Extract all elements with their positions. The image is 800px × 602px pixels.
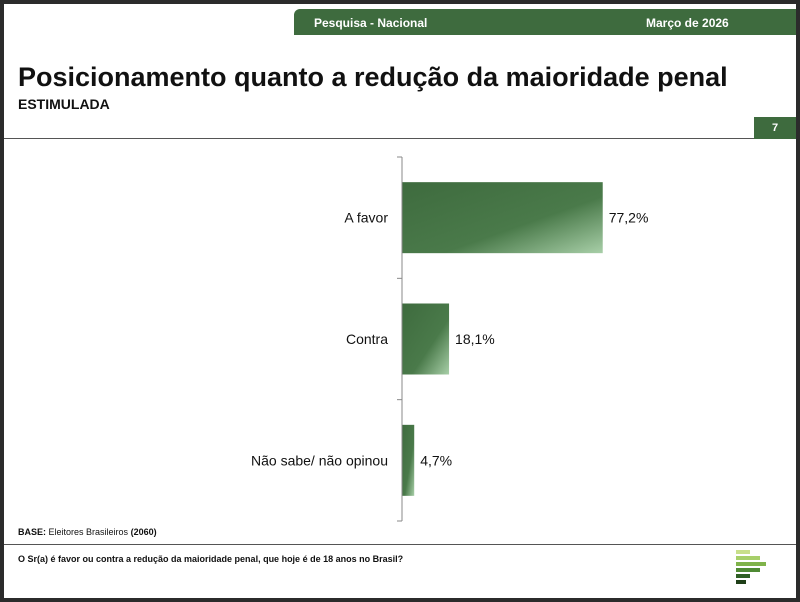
- survey-name: Pesquisa - Nacional: [314, 16, 428, 30]
- base-count: (2060): [130, 527, 157, 537]
- bar: [402, 424, 415, 496]
- pollster-logo-icon: [736, 550, 766, 584]
- category-label: Não sabe/ não opinou: [251, 452, 388, 468]
- bar: [402, 182, 603, 254]
- category-label: Contra: [346, 331, 388, 347]
- value-label: 77,2%: [609, 210, 649, 226]
- value-label: 4,7%: [420, 452, 452, 468]
- base-text: Eleitores Brasileiros: [48, 527, 129, 537]
- bar: [402, 303, 450, 375]
- title-divider: [4, 138, 796, 139]
- category-label: A favor: [344, 210, 388, 226]
- survey-date: Março de 2026: [646, 16, 729, 30]
- base-note: BASE: Eleitores Brasileiros (2060): [18, 527, 157, 537]
- header-bar: Pesquisa - Nacional Março de 2026: [294, 9, 796, 35]
- page-number: 7: [754, 117, 796, 139]
- value-label: 18,1%: [455, 331, 495, 347]
- page-subtitle: ESTIMULADA: [18, 96, 110, 112]
- base-label: BASE:: [18, 527, 47, 537]
- survey-question: O Sr(a) é favor ou contra a redução da m…: [18, 554, 404, 564]
- footer-divider: [4, 544, 796, 545]
- page-title: Posicionamento quanto a redução da maior…: [18, 62, 728, 92]
- slide: Pesquisa - Nacional Março de 2026 Posici…: [4, 4, 796, 598]
- bar-chart: A favor 77,2% Contra 18,1% Não sabe/ não opi…: [251, 156, 649, 522]
